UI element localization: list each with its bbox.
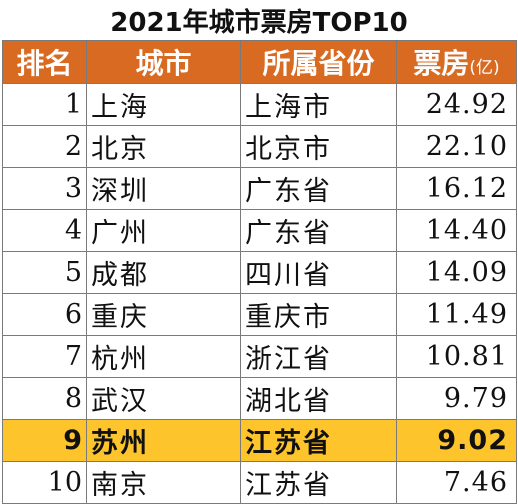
box-office-cell: 7.46 (396, 461, 517, 504)
rank-cell: 6 (2, 293, 87, 336)
city-cell: 北京 (86, 125, 241, 168)
city-cell: 苏州 (86, 419, 241, 462)
province-cell: 湖北省 (240, 377, 397, 420)
province-cell: 江苏省 (240, 461, 397, 504)
table-row: 3 深圳 广东省 16.12 (2, 167, 517, 210)
table-row: 4 广州 广东省 14.40 (2, 209, 517, 252)
header-rank: 排名 (2, 40, 87, 84)
header-box-office-unit: (亿) (469, 58, 500, 78)
table-row: 7 杭州 浙江省 10.81 (2, 335, 517, 378)
table-row: 1 上海 上海市 24.92 (2, 83, 517, 126)
rank-cell: 7 (2, 335, 87, 378)
box-office-table: 排名 城市 所属省份 票房(亿) 1 上海 上海市 24.92 2 北京 北京市 22.10 3… (2, 40, 517, 504)
city-cell: 深圳 (86, 167, 241, 210)
province-cell: 浙江省 (240, 335, 397, 378)
province-cell: 北京市 (240, 125, 397, 168)
province-cell: 广东省 (240, 209, 397, 252)
table-row: 8 武汉 湖北省 9.79 (2, 377, 517, 420)
header-box-office-label: 票房 (413, 47, 470, 80)
box-office-cell: 14.09 (396, 251, 517, 294)
rank-cell: 3 (2, 167, 87, 210)
box-office-cell: 9.02 (396, 419, 517, 462)
city-cell: 成都 (86, 251, 241, 294)
city-cell: 杭州 (86, 335, 241, 378)
province-cell: 上海市 (240, 83, 397, 126)
table-row: 5 成都 四川省 14.09 (2, 251, 517, 294)
rank-cell: 4 (2, 209, 87, 252)
header-city: 城市 (86, 40, 241, 84)
table-row: 6 重庆 重庆市 11.49 (2, 293, 517, 336)
province-cell: 广东省 (240, 167, 397, 210)
page-title: 2021年城市票房TOP10 (110, 7, 408, 38)
box-office-cell: 22.10 (396, 125, 517, 168)
city-cell: 武汉 (86, 377, 241, 420)
city-cell: 上海 (86, 83, 241, 126)
city-cell: 南京 (86, 461, 241, 504)
table-header-row: 排名 城市 所属省份 票房(亿) (2, 40, 517, 84)
header-box-office: 票房(亿) (396, 40, 517, 84)
box-office-cell: 10.81 (396, 335, 517, 378)
province-cell: 江苏省 (240, 419, 397, 462)
province-cell: 四川省 (240, 251, 397, 294)
rank-cell: 5 (2, 251, 87, 294)
box-office-cell: 9.79 (396, 377, 517, 420)
city-cell: 广州 (86, 209, 241, 252)
rank-cell: 10 (2, 461, 87, 504)
rank-cell: 8 (2, 377, 87, 420)
rank-cell: 2 (2, 125, 87, 168)
box-office-cell: 16.12 (396, 167, 517, 210)
table-row: 2 北京 北京市 22.10 (2, 125, 517, 168)
box-office-cell: 14.40 (396, 209, 517, 252)
box-office-cell: 24.92 (396, 83, 517, 126)
table-row: 10 南京 江苏省 7.46 (2, 461, 517, 504)
rank-cell: 1 (2, 83, 87, 126)
rank-cell: 9 (2, 419, 87, 462)
header-province: 所属省份 (240, 40, 397, 84)
table-row: 9 苏州 江苏省 9.02 (2, 419, 517, 462)
city-cell: 重庆 (86, 293, 241, 336)
province-cell: 重庆市 (240, 293, 397, 336)
box-office-cell: 11.49 (396, 293, 517, 336)
